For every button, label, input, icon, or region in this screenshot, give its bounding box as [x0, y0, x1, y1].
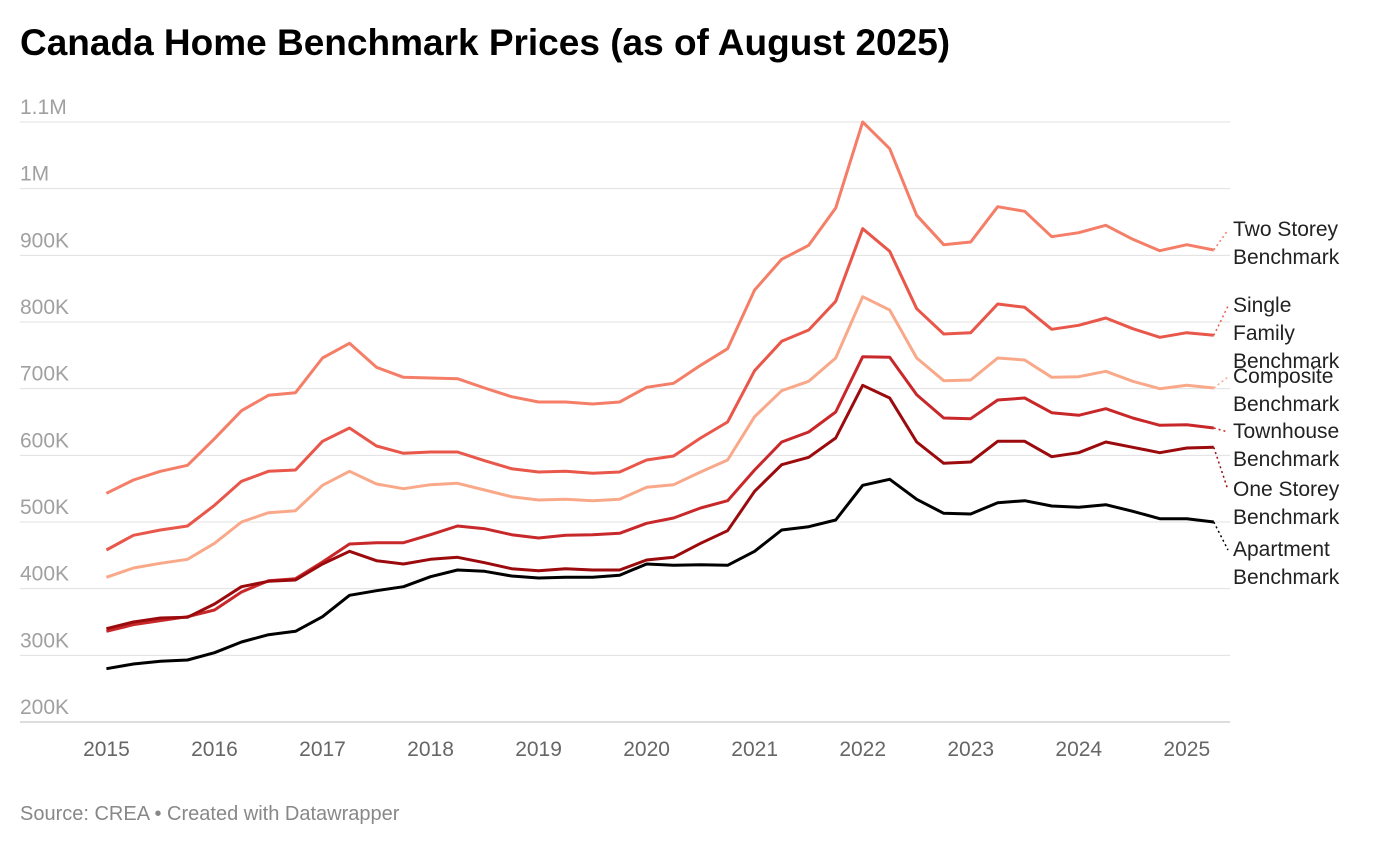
series-line [105, 227, 1214, 552]
y-tick-label: 1.1M [20, 96, 67, 119]
y-tick-label: 200K [20, 696, 69, 719]
x-tick-label: 2015 [83, 738, 130, 761]
series-label: One Storey Benchmark [1233, 478, 1340, 529]
series-line [106, 477, 1214, 671]
y-tick-label: 900K [20, 229, 69, 252]
y-tick-label: 1M [20, 163, 49, 186]
series-label: Apartment Benchmark [1233, 538, 1340, 589]
series-label: Single Family Benchmark [1233, 294, 1340, 373]
x-tick-label: 2023 [947, 738, 994, 761]
x-tick-label: 2020 [623, 738, 670, 761]
x-tick-label: 2019 [515, 738, 562, 761]
x-tick-label: 2017 [299, 738, 346, 761]
series-line [105, 295, 1214, 579]
x-tick-label: 2025 [1163, 738, 1210, 761]
y-tick-label: 700K [20, 363, 69, 386]
y-tick-label: 600K [20, 429, 69, 452]
series-label: Two Storey Benchmark [1233, 218, 1340, 269]
series-line [105, 120, 1215, 495]
series-line [106, 383, 1214, 631]
source: Source: CREA • Created with Datawrapper [20, 803, 400, 825]
x-tick-label: 2022 [839, 738, 886, 761]
x-tick-label: 2024 [1055, 738, 1102, 761]
label-connector [1213, 229, 1229, 251]
y-tick-label: 500K [20, 496, 69, 519]
y-tick-label: 300K [20, 629, 69, 652]
series-label: Townhouse Benchmark [1233, 420, 1340, 471]
label-connector [1213, 305, 1229, 336]
label-connector [1213, 447, 1229, 491]
y-tick-label: 400K [20, 563, 69, 586]
x-tick-label: 2018 [407, 738, 454, 761]
series-line [106, 355, 1214, 633]
x-tick-label: 2021 [731, 738, 778, 761]
chart-title: Canada Home Benchmark Prices (as of Augu… [20, 22, 951, 63]
x-tick-label: 2016 [191, 738, 238, 761]
label-connector [1213, 521, 1229, 551]
y-tick-label: 800K [20, 296, 69, 319]
series-label: Composite Benchmark [1233, 365, 1340, 416]
label-connector [1213, 376, 1229, 389]
label-connector [1213, 427, 1229, 433]
